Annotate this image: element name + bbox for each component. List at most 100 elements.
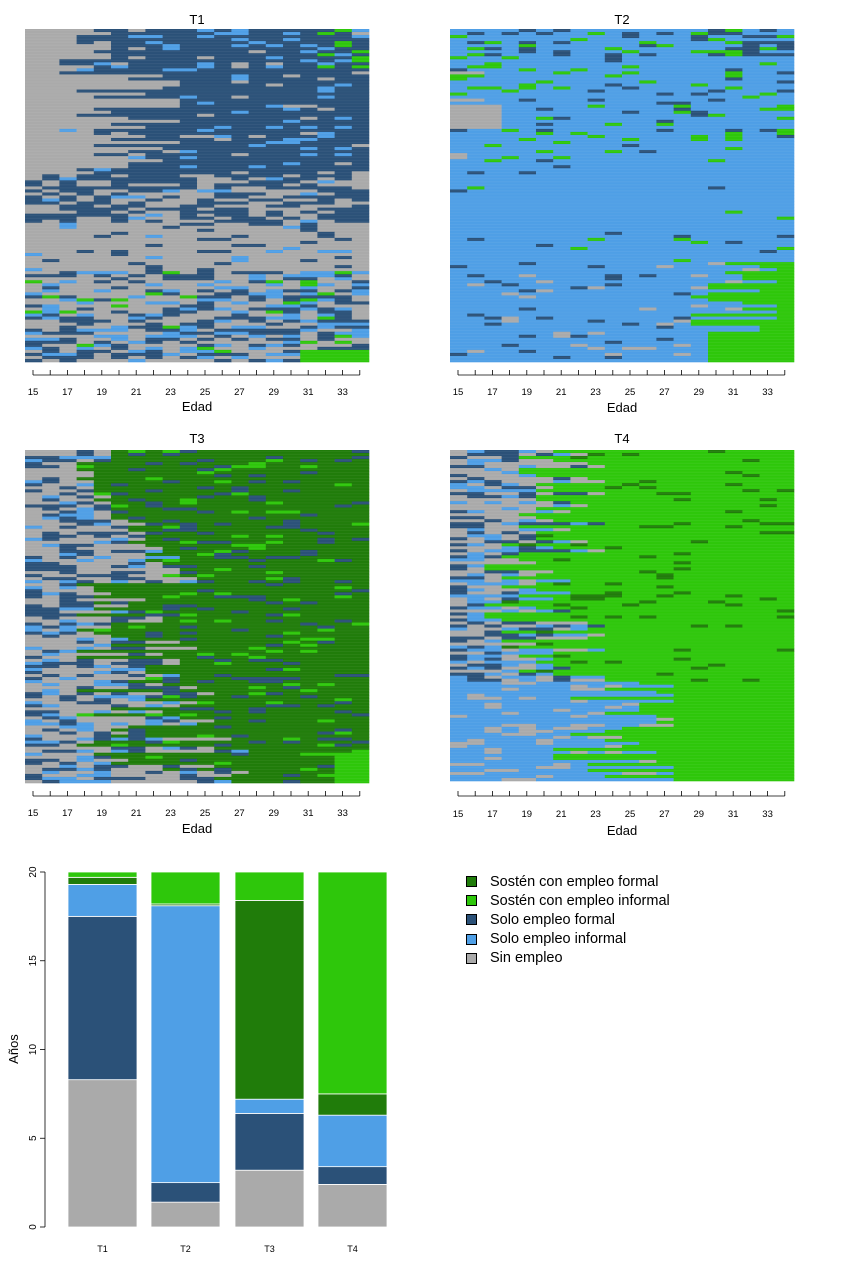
sequence-segment: [300, 116, 318, 121]
sequence-segment: [248, 180, 301, 184]
sequence-segment: [76, 180, 112, 184]
sequence-segment: [467, 654, 502, 658]
sequence-segment: [570, 678, 606, 682]
sequence-segment: [265, 543, 370, 548]
sequence-segment: [450, 573, 468, 577]
sequence-segment: [59, 319, 112, 323]
sequence-segment: [450, 480, 468, 484]
x-tick-label: 15: [453, 809, 464, 820]
sequence-segment: [690, 134, 709, 139]
sequence-segment: [179, 707, 215, 711]
sequence-segment: [518, 531, 537, 535]
sequence-segment: [128, 310, 163, 314]
sequence-segment: [111, 664, 129, 669]
sequence-segment: [334, 334, 353, 339]
sequence-segment: [450, 663, 468, 667]
sequence-segment: [450, 627, 468, 631]
x-tick-label: 29: [269, 808, 280, 819]
sequence-segment: [76, 743, 112, 747]
sequence-segment: [639, 708, 795, 713]
sequence-segment: [467, 564, 485, 568]
sequence-segment: [179, 331, 215, 336]
sequence-segment: [145, 504, 163, 508]
sequence-segment: [214, 465, 232, 469]
sequence-segment: [231, 313, 249, 317]
sequence-segment: [231, 256, 249, 260]
sequence-segment: [248, 495, 267, 499]
sequence-segment: [639, 44, 657, 48]
sequence-segment: [317, 689, 370, 693]
sequence-segment: [128, 334, 146, 339]
sequence-segment: [25, 513, 43, 517]
sequence-segment: [25, 616, 43, 620]
sequence-segment: [25, 474, 95, 478]
sequence-segment: [300, 304, 318, 308]
sequence-segment: [450, 131, 537, 136]
sequence-segment: [351, 249, 370, 254]
sequence-segment: [450, 50, 520, 54]
sequence-segment: [501, 702, 623, 707]
sequence-segment: [553, 116, 571, 121]
sequence-segment: [484, 540, 520, 544]
sequence-segment: [76, 89, 318, 93]
sequence-segment: [725, 134, 743, 139]
sequence-segment: [179, 165, 198, 169]
sequence-segment: [76, 701, 112, 705]
sequence-segment: [59, 674, 77, 678]
sequence-segment: [467, 675, 485, 679]
sequence-segment: [450, 101, 657, 105]
sequence-segment: [128, 213, 146, 217]
sequence-segment: [776, 131, 795, 136]
sequence-segment: [501, 711, 520, 716]
sequence-segment: [145, 737, 163, 741]
sequence-segment: [536, 498, 674, 502]
sequence-segment: [501, 501, 520, 505]
sequence-segment: [42, 683, 60, 687]
sequence-segment: [484, 729, 502, 734]
sequence-segment: [42, 776, 77, 781]
sequence-segment: [59, 501, 77, 505]
sequence-segment: [111, 628, 232, 632]
sequence-segment: [111, 525, 129, 530]
sequence-segment: [587, 684, 606, 689]
sequence-segment: [536, 588, 795, 592]
sequence-segment: [214, 183, 284, 187]
sequence-segment: [283, 489, 301, 493]
sequence-segment: [93, 192, 112, 196]
sequence-segment: [25, 743, 60, 747]
sequence-segment: [93, 168, 112, 172]
sequence-segment: [42, 670, 95, 675]
sequence-segment: [518, 654, 554, 658]
sequence-segment: [93, 68, 163, 72]
sequence-segment: [76, 450, 95, 454]
sequence-segment: [128, 65, 198, 69]
sequence-segment: [111, 743, 129, 747]
sequence-segment: [248, 50, 267, 54]
sequence-segment: [265, 277, 284, 281]
sequence-segment: [145, 92, 370, 96]
sequence-segment: [639, 50, 692, 54]
sequence-segment: [59, 349, 77, 354]
sequence-segment: [248, 110, 370, 115]
sequence-segment: [673, 259, 692, 263]
sequence-segment: [484, 603, 554, 607]
sequence-segment: [484, 738, 537, 743]
sequence-segment: [501, 119, 657, 124]
sequence-segment: [317, 153, 335, 157]
sequence-segment: [776, 249, 795, 254]
sequence-segment: [25, 622, 43, 626]
sequence-segment: [300, 222, 318, 227]
sequence-segment: [111, 601, 129, 605]
sequence-segment: [604, 549, 795, 553]
sequence-segment: [25, 358, 43, 363]
sequence-segment: [283, 213, 318, 217]
sequence-segment: [536, 122, 554, 127]
sequence-segment: [25, 652, 43, 657]
sequence-segment: [690, 322, 795, 326]
sequence-segment: [59, 580, 77, 584]
sequence-segment: [283, 271, 301, 275]
sequence-segment: [570, 603, 623, 607]
sequence-segment: [111, 773, 181, 778]
sequence-segment: [587, 265, 606, 269]
sequence-segment: [484, 71, 554, 75]
